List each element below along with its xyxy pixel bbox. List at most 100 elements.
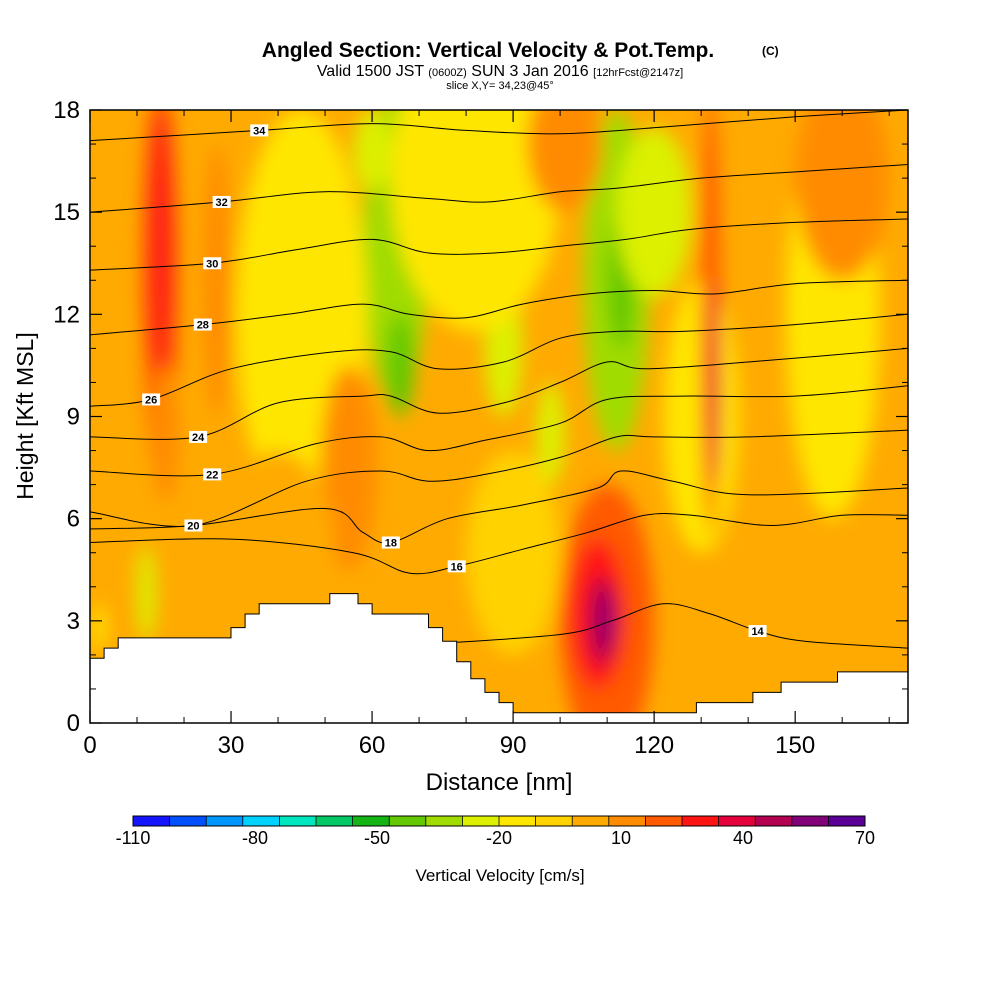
velocity-cell [320,365,377,570]
chart-title-mark: (C) [762,44,779,58]
colorbar-swatch [389,816,427,826]
y-tick-label: 6 [67,506,80,533]
theta-contour-line [90,429,908,527]
velocity-cell [795,110,890,281]
colorbar-tick-label: -20 [486,828,512,848]
colorbar-label: Vertical Velocity [cm/s] [415,866,584,885]
terrain [90,593,908,723]
velocity-cell [663,280,739,553]
contour-label-box [212,195,231,208]
colorbar-tick-label: -80 [242,828,268,848]
x-axis: 0 30 60 90 120 150 [83,110,890,759]
contour-label-box [184,519,203,532]
y-axis: 0 3 6 9 12 15 18 [53,97,908,737]
colorbar-tick-label: -110 [116,828,151,848]
contour-label: 28 [193,318,212,332]
contour-label: 16 [447,560,466,573]
velocity-cell [527,110,603,213]
velocity-cell [151,365,180,502]
subtitle-valid: Valid 1500 JST [317,63,425,80]
theta-contour-line [419,603,908,649]
contour-label: 14 [748,625,767,638]
colorbar-tick-label: -50 [364,828,390,848]
chart-subtitle: Valid 1500 JST (0600Z) SUN 3 Jan 2016 [1… [317,63,683,80]
contour-label-box [203,257,222,270]
subtitle-forecast: [12hrFcst@2147z] [593,67,683,79]
colorbar-swatch [462,816,500,826]
colorbar-frame [132,815,866,827]
contour-label: 18 [381,536,400,550]
plot-area: 14 16 18 20 22 24 26 28 30 32 34 [90,110,908,723]
slice-label: slice X,Y= 34,23@45° [446,80,554,92]
colorbar-swatch [791,816,829,826]
theta-contour-line [90,279,908,336]
velocity-cell [92,603,107,652]
velocity-cell [390,110,561,332]
colorbar-swatch [352,816,390,826]
contour-label-box [748,625,767,638]
contour-label-text: 32 [216,197,228,209]
colorbar-swatch [316,816,353,826]
colorbar-swatch [425,816,463,826]
theta-contour-line [90,164,908,213]
theta-contour-line [90,313,908,407]
colorbar-swatch [206,816,244,826]
theta-contour-line [90,385,908,477]
contour-label-text: 34 [253,125,266,137]
colorbar-swatch [535,816,573,826]
theta-contour-line [90,218,908,271]
contour-label: 32 [212,195,231,209]
velocity-field [90,110,890,723]
velocity-cell [536,382,565,485]
contour-label-box [381,536,400,549]
contour-label-text: 16 [451,561,463,573]
colorbar-swatch [279,816,317,826]
velocity-cell [616,127,692,298]
contour-label-box [203,468,222,481]
theta-contour-line [90,470,908,544]
colorbar-swatch [242,816,280,826]
contour-label: 22 [203,468,222,481]
y-tick-label: 12 [53,301,80,328]
x-tick-label: 150 [775,732,815,759]
velocity-cell [601,593,613,649]
colorbar-swatch [169,816,207,826]
contour-label-text: 30 [206,258,218,270]
y-tick-label: 9 [67,404,80,431]
y-tick-label: 18 [53,97,80,124]
colorbar-swatch [133,816,170,826]
theta-contour-line [90,347,908,440]
contour-label-box [193,318,212,331]
velocity-cell [715,484,829,689]
colorbar: -110 -80 -50 -20 10 40 70 [116,815,875,848]
colorbar-tick-label: 10 [611,828,631,848]
colorbar-swatch [572,816,610,826]
y-tick-label: 15 [53,199,80,226]
contour-label-text: 22 [206,469,218,481]
x-axis-label: Distance [nm] [426,769,573,796]
velocity-cell [466,450,561,655]
x-tick-label: 120 [634,732,674,759]
velocity-cell [353,110,391,192]
contour-label-text: 18 [385,538,397,550]
contour-label: 34 [250,124,269,137]
contour-label: 26 [142,393,161,406]
velocity-cell [90,314,142,587]
y-axis-label: Height [Kft MSL] [12,332,38,499]
contour-label-box [250,124,269,137]
velocity-cell [148,110,173,383]
x-tick-label: 90 [500,732,527,759]
contour-label-box [189,430,208,443]
subtitle-utc: (0600Z) [428,67,467,79]
contour-label-text: 28 [197,320,209,332]
x-tick-label: 60 [359,732,386,759]
colorbar-tick-label: 70 [855,828,875,848]
colorbar-swatch [718,816,756,826]
contour-label-box [142,393,161,406]
colorbar-swatch [682,816,719,826]
contour-label: 20 [184,519,203,532]
subtitle-date: SUN 3 Jan 2016 [471,63,589,80]
velocity-cell [709,280,721,485]
velocity-cell [386,314,415,417]
